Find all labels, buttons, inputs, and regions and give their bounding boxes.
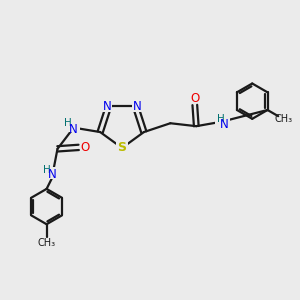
Text: N: N [69,123,77,136]
FancyBboxPatch shape [215,115,230,126]
FancyBboxPatch shape [190,94,200,103]
Text: H: H [64,118,72,128]
FancyBboxPatch shape [44,167,60,179]
Text: CH₃: CH₃ [38,238,56,248]
FancyBboxPatch shape [65,121,80,132]
Text: O: O [80,141,90,154]
Text: S: S [118,141,127,154]
Text: N: N [103,100,111,113]
Text: N: N [48,168,57,181]
FancyBboxPatch shape [116,142,128,154]
FancyBboxPatch shape [102,101,112,112]
Text: N: N [133,100,141,113]
Text: CH₃: CH₃ [275,114,293,124]
Text: H: H [43,165,50,175]
FancyBboxPatch shape [132,101,142,112]
Text: O: O [190,92,200,105]
Text: H: H [218,114,225,124]
FancyBboxPatch shape [80,143,90,152]
Text: N: N [220,118,229,131]
